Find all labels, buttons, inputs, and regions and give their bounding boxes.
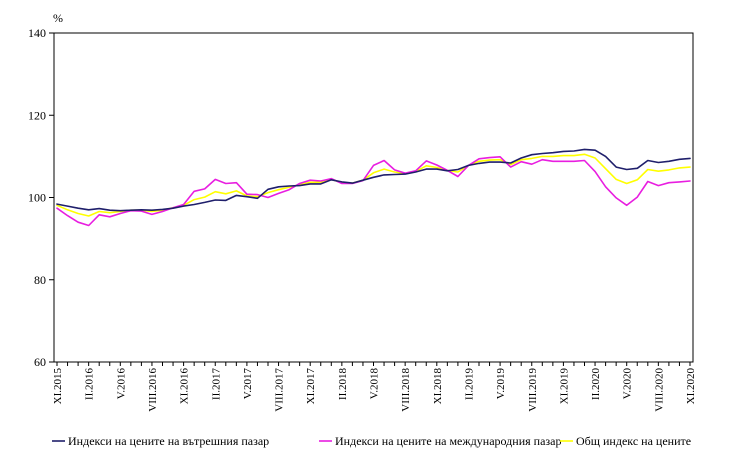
x-tick-label: V.2018 (369, 368, 381, 400)
series-line-1 (56, 148, 691, 212)
x-tick-label: V.2019 (495, 368, 507, 400)
y-axis-unit: % (53, 11, 63, 25)
x-tick-label: XI.2020 (685, 368, 697, 405)
series-line-3 (56, 153, 691, 217)
series-line-2 (56, 156, 691, 227)
x-tick-label: XI.2017 (305, 368, 317, 405)
y-tick-label: 80 (34, 273, 46, 287)
x-tick-label: II.2017 (210, 368, 222, 401)
x-tick-label: XI.2019 (558, 368, 570, 405)
y-tick-label: 140 (28, 26, 46, 40)
legend-label-2: Индекси на цените на международния пазар (335, 434, 561, 448)
x-tick-label: XI.2016 (179, 368, 191, 405)
y-tick-label: 100 (28, 191, 46, 205)
x-tick-label: VIII.2019 (527, 368, 539, 412)
y-tick-label: 120 (28, 108, 46, 122)
x-tick-label: II.2016 (84, 368, 96, 401)
x-tick-label: V.2020 (622, 368, 634, 400)
x-tick-label: VIII.2017 (274, 368, 286, 412)
x-tick-label: VIII.2018 (400, 368, 412, 412)
y-tick-label: 60 (34, 355, 46, 369)
x-tick-label: XI.2015 (52, 368, 64, 405)
x-tick-label: II.2018 (337, 368, 349, 401)
x-tick-label: II.2019 (463, 368, 475, 401)
series-layer (56, 148, 691, 227)
x-tick-label: VIII.2016 (147, 368, 159, 412)
axes: 60 80 100 120 140% XI.2015 II.2016 V.2016 VIII.2… (28, 11, 697, 412)
legend-label-3: Общ индекс на цените (576, 434, 691, 448)
plot-frame (53, 32, 694, 363)
legend-label-1: Индекси на цените на вътрешния пазар (68, 434, 269, 448)
x-tick-label: XI.2018 (432, 368, 444, 405)
x-tick-label: VIII.2020 (653, 368, 665, 412)
x-tick-label: II.2020 (590, 368, 602, 401)
x-tick-label: V.2017 (242, 368, 254, 400)
x-tick-label: V.2016 (115, 368, 127, 400)
legend: Индекси на цените на вътрешния пазар Инде… (52, 434, 691, 448)
